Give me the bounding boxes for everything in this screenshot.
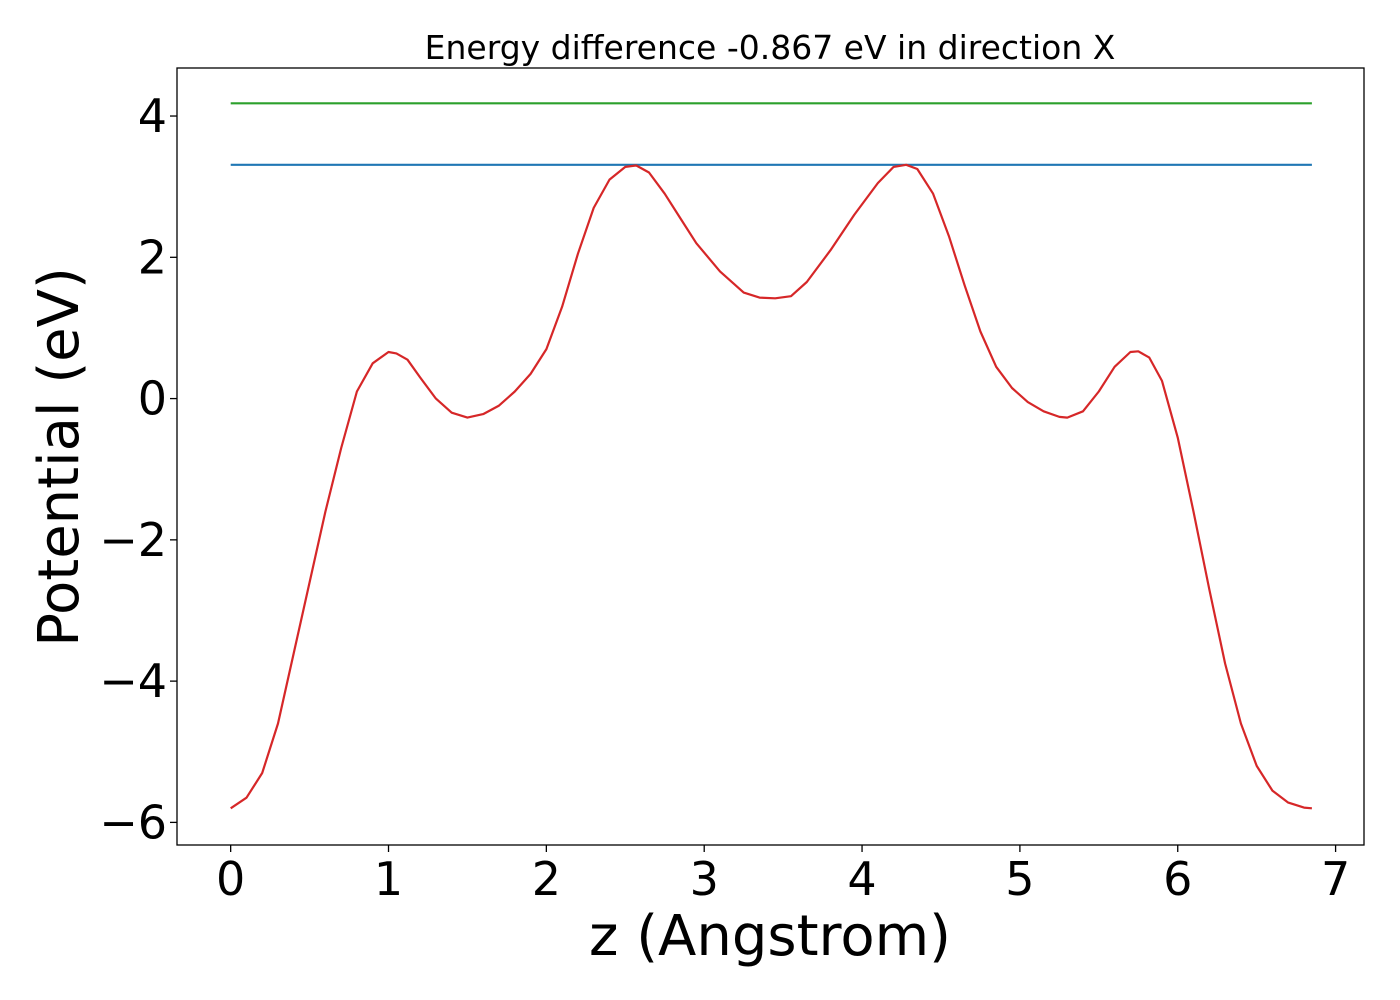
y-tick-label: 4	[138, 89, 167, 143]
series-line-red	[230, 163, 1312, 810]
axes-frame	[176, 67, 1365, 846]
x-tick-label: 7	[1321, 852, 1350, 906]
chart-title: Energy difference -0.867 eV in direction…	[425, 28, 1116, 67]
x-tick-label: 6	[1163, 852, 1192, 906]
y-axis-label: Potential (eV)	[27, 267, 92, 647]
x-tick-label: 2	[532, 852, 561, 906]
y-tick-label: 2	[138, 230, 167, 284]
x-tick-label: 3	[690, 852, 719, 906]
x-axis-label: z (Angstrom)	[589, 904, 951, 969]
y-axis-ticks: 4 2 0 −2 −4 −6	[99, 89, 177, 849]
plot-lines	[230, 102, 1312, 810]
x-axis-ticks: 0 1 2 3 4 5 6 7	[216, 845, 1350, 906]
y-tick-label: −6	[99, 795, 167, 849]
y-tick-label: 0	[138, 372, 167, 426]
x-tick-label: 0	[216, 852, 245, 906]
x-tick-label: 1	[374, 852, 403, 906]
y-tick-label: −2	[99, 513, 167, 567]
y-tick-label: −4	[99, 654, 167, 708]
x-tick-label: 4	[847, 852, 876, 906]
x-tick-label: 5	[1005, 852, 1034, 906]
